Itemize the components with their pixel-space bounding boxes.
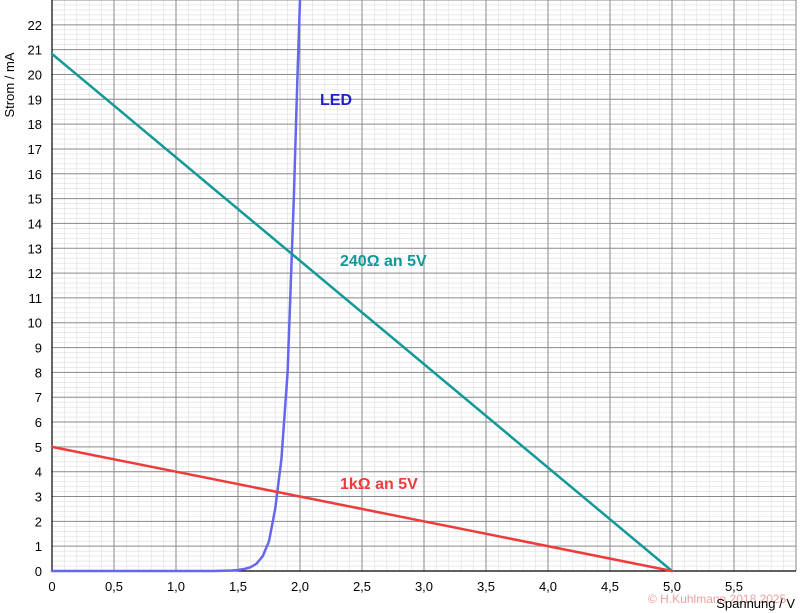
series-label-led: LED bbox=[320, 92, 352, 109]
y-tick-label: 13 bbox=[28, 241, 42, 256]
y-axis-label: Strom / mA bbox=[2, 52, 17, 117]
y-tick-label: 20 bbox=[28, 67, 42, 82]
y-tick-label: 1 bbox=[35, 539, 42, 554]
series-line-1 bbox=[50, 52, 674, 573]
y-tick-label: 22 bbox=[28, 18, 42, 33]
x-tick-label: 2,5 bbox=[353, 579, 371, 594]
x-tick-label: 3,5 bbox=[477, 579, 495, 594]
y-tick-label: 10 bbox=[28, 316, 42, 331]
y-tick-label: 7 bbox=[35, 390, 42, 405]
x-tick-label: 3,0 bbox=[415, 579, 433, 594]
y-tick-label: 17 bbox=[28, 142, 42, 157]
y-tick-label: 6 bbox=[35, 415, 42, 430]
y-tick-label: 0 bbox=[35, 564, 42, 579]
y-tick-label: 5 bbox=[35, 440, 42, 455]
y-tick-label: 12 bbox=[28, 266, 42, 281]
x-tick-label: 4,0 bbox=[539, 579, 557, 594]
x-tick-label: 2,0 bbox=[291, 579, 309, 594]
series-line-0 bbox=[50, 0, 302, 573]
y-tick-label: 9 bbox=[35, 341, 42, 356]
y-tick-label: 2 bbox=[35, 514, 42, 529]
x-axis-label: Spannung / V bbox=[716, 596, 795, 611]
series-line-2 bbox=[50, 445, 674, 573]
series-label-1k-ohm: 1kΩ an 5V bbox=[340, 476, 418, 493]
x-tick-labels: 0 0,5 1,0 1,5 2,0 2,5 3,0 3,5 4,0 4,5 5,0 5,5 bbox=[48, 579, 743, 594]
y-tick-label: 4 bbox=[35, 465, 42, 480]
y-tick-label: 15 bbox=[28, 192, 42, 207]
y-tick-label: 16 bbox=[28, 167, 42, 182]
x-tick-label: 1,0 bbox=[167, 579, 185, 594]
y-tick-label: 18 bbox=[28, 117, 42, 132]
x-tick-label: 5,0 bbox=[663, 579, 681, 594]
y-tick-label: 3 bbox=[35, 490, 42, 505]
x-tick-label: 4,5 bbox=[601, 579, 619, 594]
x-tick-label: 5,5 bbox=[725, 579, 743, 594]
x-tick-label: 1,5 bbox=[229, 579, 247, 594]
series-layer bbox=[50, 0, 674, 573]
y-tick-label: 19 bbox=[28, 92, 42, 107]
y-tick-label: 14 bbox=[28, 216, 42, 231]
x-tick-label: 0,5 bbox=[105, 579, 123, 594]
series-label-240-ohm: 240Ω an 5V bbox=[340, 253, 427, 270]
y-tick-label: 21 bbox=[28, 43, 42, 58]
copyright-text: © H.Kuhlmann 2018 2025 bbox=[648, 592, 787, 606]
x-tick-label: 0 bbox=[48, 579, 55, 594]
y-tick-label: 8 bbox=[35, 365, 42, 380]
y-tick-label: 11 bbox=[29, 291, 43, 306]
